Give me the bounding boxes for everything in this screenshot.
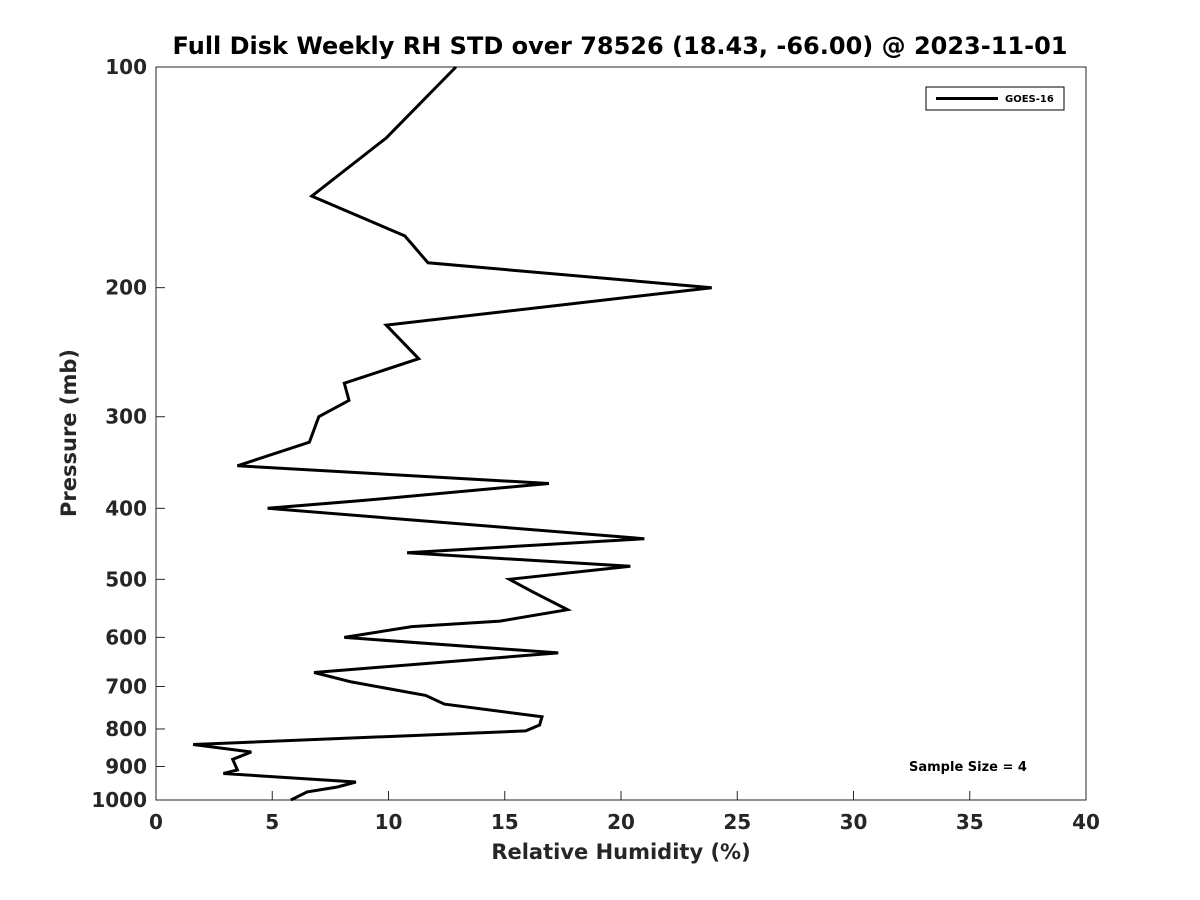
y-tick-label: 900 bbox=[105, 754, 147, 778]
x-tick-label: 25 bbox=[723, 810, 751, 834]
y-tick-label: 700 bbox=[105, 674, 147, 698]
x-tick-label: 35 bbox=[956, 810, 984, 834]
x-tick-label: 15 bbox=[491, 810, 519, 834]
legend-entry-goes-16: GOES-16 bbox=[1005, 94, 1054, 105]
y-tick-label: 600 bbox=[105, 625, 147, 649]
y-tick-label: 300 bbox=[105, 405, 147, 429]
x-tick-label: 20 bbox=[607, 810, 635, 834]
y-axis-label: Pressure (mb) bbox=[57, 349, 81, 517]
goes-16-series-line bbox=[193, 65, 712, 802]
x-tick-label: 5 bbox=[265, 810, 279, 834]
chart-title: Full Disk Weekly RH STD over 78526 (18.4… bbox=[173, 32, 1068, 60]
x-tick-label: 0 bbox=[149, 810, 163, 834]
y-tick-label: 400 bbox=[105, 496, 147, 520]
x-tick-label: 10 bbox=[375, 810, 403, 834]
y-tick-label: 800 bbox=[105, 717, 147, 741]
y-tick-label: 1000 bbox=[91, 788, 147, 812]
x-tick-label: 30 bbox=[840, 810, 868, 834]
y-tick-label: 500 bbox=[105, 567, 147, 591]
x-axis-label: Relative Humidity (%) bbox=[491, 840, 750, 864]
axis-ticks: 0 5 10 15 20 25 30 35 40 100 200 300 400 500 600 700 800… bbox=[91, 55, 1100, 834]
x-tick-label: 40 bbox=[1072, 810, 1100, 834]
legend: GOES-16 bbox=[925, 86, 1065, 111]
plot-frame bbox=[155, 66, 1087, 801]
sample-size-annotation: Sample Size = 4 bbox=[909, 760, 1027, 775]
y-tick-label: 200 bbox=[105, 276, 147, 300]
y-tick-label: 100 bbox=[105, 55, 147, 79]
